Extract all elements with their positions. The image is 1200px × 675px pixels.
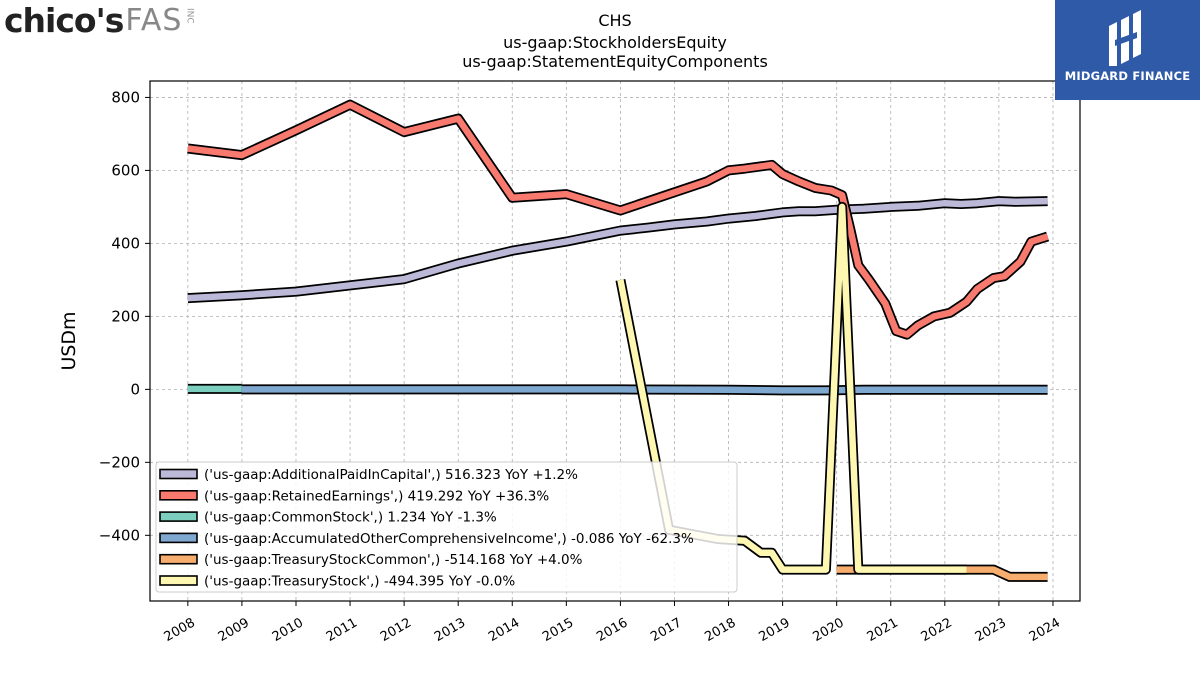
logo-brand-text: chico's xyxy=(4,1,124,40)
legend-swatch xyxy=(159,511,198,522)
x-tick-label: 2015 xyxy=(540,615,576,645)
midgard-finance-name: MIDGARD FINANCE xyxy=(1064,69,1191,83)
legend-swatch xyxy=(159,553,198,565)
series-line-fill xyxy=(187,197,1048,302)
midgard-mark-icon xyxy=(1109,10,1141,66)
series-line xyxy=(187,99,1050,340)
x-tick-label: 2016 xyxy=(594,615,630,645)
y-axis-label: USDm xyxy=(58,311,80,370)
legend-label: ('us-gaap:AdditionalPaidInCapital',) 516… xyxy=(204,467,578,483)
y-tick-label: −200 xyxy=(99,453,140,471)
legend-swatch xyxy=(159,468,198,480)
x-tick-label: 2014 xyxy=(486,615,522,645)
legend-label: ('us-gaap:CommonStock',) 1.234 YoY -1.3% xyxy=(204,510,497,526)
chart-title-line-1: CHS xyxy=(598,11,631,30)
y-tick-label: 600 xyxy=(111,161,140,179)
x-tick-label: 2024 xyxy=(1027,615,1063,645)
legend-swatch xyxy=(159,532,198,544)
series-line xyxy=(241,384,1048,396)
legend-label: ('us-gaap:RetainedEarnings',) 419.292 Yo… xyxy=(204,488,549,504)
chart-title-line-2: us-gaap:StockholdersEquity xyxy=(503,33,727,52)
legend-box xyxy=(155,461,738,593)
logo-sub-text: FAS xyxy=(125,3,183,38)
chart-title: CHS us-gaap:StockholdersEquity us-gaap:S… xyxy=(462,11,768,71)
x-tick-label: 2022 xyxy=(919,615,955,645)
midgard-finance-logo: MIDGARD FINANCE xyxy=(1055,0,1200,100)
y-tick-label: 400 xyxy=(111,234,140,252)
logo-suffix-text: INC xyxy=(184,8,195,24)
x-axis-ticks: 2008 2009 2010 2011 2012 2013 2014 2015 2016 2017… xyxy=(162,601,1063,645)
x-tick-label: 2018 xyxy=(702,615,738,645)
x-tick-label: 2013 xyxy=(432,615,468,645)
legend-label: ('us-gaap:AccumulatedOtherComprehensiveI… xyxy=(204,531,694,547)
x-tick-label: 2019 xyxy=(756,615,792,645)
series-line xyxy=(187,196,1048,304)
chart-series xyxy=(187,99,1050,582)
y-axis-ticks: −400 −200 0 200 400 600 800 xyxy=(99,88,150,544)
chicos-fas-logo: chico's FAS INC xyxy=(4,2,194,42)
x-tick-label: 2020 xyxy=(811,615,847,645)
legend-label: ('us-gaap:TreasuryStockCommon',) -514.16… xyxy=(204,552,583,568)
x-tick-label: 2012 xyxy=(378,615,414,645)
y-tick-label: 800 xyxy=(111,88,140,106)
x-tick-label: 2023 xyxy=(973,615,1009,645)
y-tick-label: 0 xyxy=(130,380,140,398)
x-tick-label: 2010 xyxy=(270,615,306,645)
chart-title-line-3: us-gaap:StatementEquityComponents xyxy=(462,52,768,71)
legend-label: ('us-gaap:TreasuryStock',) -494.395 YoY … xyxy=(204,574,515,590)
x-tick-label: 2008 xyxy=(162,615,198,645)
series-line-fill xyxy=(241,386,1048,394)
x-tick-label: 2021 xyxy=(865,615,901,645)
y-tick-label: −400 xyxy=(99,526,140,544)
x-tick-label: 2011 xyxy=(324,615,360,645)
series-line-outline xyxy=(187,99,1050,340)
legend-swatch xyxy=(159,575,198,586)
legend-swatch xyxy=(159,489,198,501)
chart-legend: ('us-gaap:AdditionalPaidInCapital',) 516… xyxy=(155,461,738,593)
x-tick-label: 2009 xyxy=(216,615,252,645)
series-line-fill xyxy=(187,101,1049,338)
x-tick-label: 2017 xyxy=(648,615,684,645)
plot-frame xyxy=(149,80,1081,602)
y-tick-label: 200 xyxy=(111,307,140,325)
